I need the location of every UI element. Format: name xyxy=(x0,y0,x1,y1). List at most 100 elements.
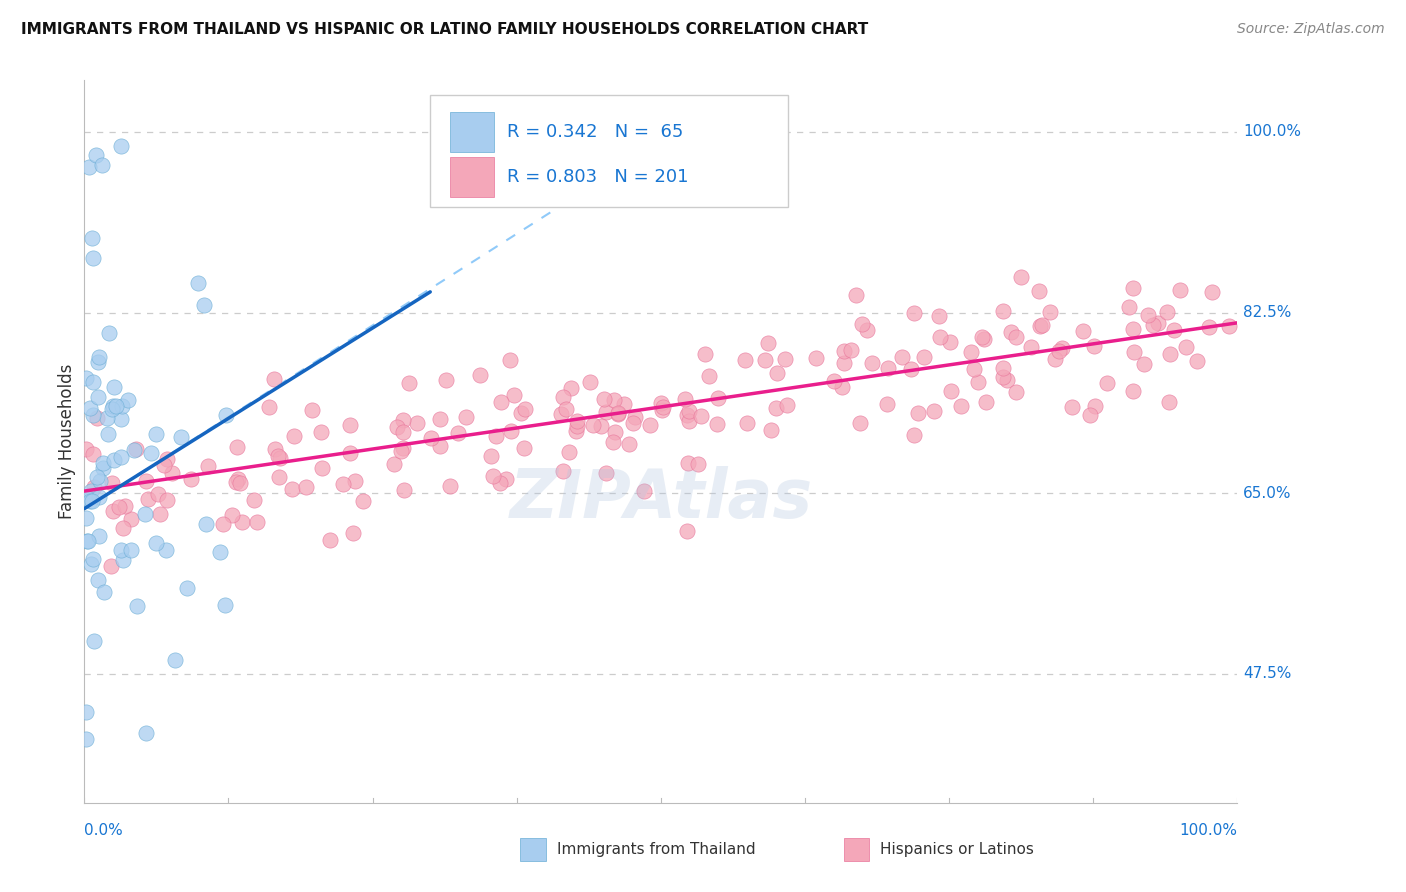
Point xyxy=(405,416,427,430)
Point xyxy=(499,353,522,368)
Point xyxy=(392,425,415,440)
Point xyxy=(339,417,361,432)
Point xyxy=(595,466,617,480)
Point xyxy=(831,380,853,394)
Point xyxy=(560,381,582,395)
Point xyxy=(860,356,883,370)
Point xyxy=(246,515,269,529)
Point xyxy=(1000,325,1022,339)
Point xyxy=(87,573,110,587)
Point xyxy=(135,726,157,740)
Point xyxy=(491,395,513,409)
Point xyxy=(891,350,914,364)
Point xyxy=(650,396,672,410)
Y-axis label: Family Households: Family Households xyxy=(58,364,76,519)
Point xyxy=(180,472,202,486)
Point xyxy=(638,418,661,433)
Point xyxy=(319,533,342,547)
Point xyxy=(876,397,898,411)
Point xyxy=(170,430,193,444)
Text: 100.0%: 100.0% xyxy=(1180,823,1237,838)
Point xyxy=(676,408,699,422)
Point xyxy=(558,445,581,459)
Point xyxy=(100,559,122,574)
Point xyxy=(91,457,114,471)
Point xyxy=(1047,344,1070,359)
Point xyxy=(512,441,534,455)
Point xyxy=(75,731,97,746)
Point xyxy=(96,411,118,425)
Point xyxy=(849,417,872,431)
Point xyxy=(928,310,950,324)
Point xyxy=(1028,285,1050,299)
Point xyxy=(110,450,132,465)
Point xyxy=(695,347,717,361)
Point xyxy=(311,461,333,475)
Point xyxy=(209,545,232,559)
Point xyxy=(110,139,132,153)
Point xyxy=(231,515,253,529)
Point xyxy=(91,158,114,172)
Point xyxy=(1004,330,1026,344)
Point xyxy=(734,353,756,368)
Point xyxy=(589,419,612,434)
Point xyxy=(1031,318,1053,333)
Point xyxy=(963,362,986,376)
Point xyxy=(907,406,929,420)
Point xyxy=(489,476,512,491)
Point xyxy=(187,277,209,291)
Point xyxy=(82,447,104,461)
Point xyxy=(269,469,291,483)
Point xyxy=(434,373,457,387)
Point xyxy=(86,390,108,404)
Point xyxy=(75,442,97,456)
Point xyxy=(264,442,287,457)
Point xyxy=(1043,352,1066,367)
Point xyxy=(602,435,624,450)
Point xyxy=(76,491,98,506)
Point xyxy=(86,147,108,161)
Point xyxy=(105,399,128,413)
Point xyxy=(991,370,1014,384)
Point xyxy=(103,453,125,467)
Point xyxy=(633,484,655,499)
Point xyxy=(966,375,988,389)
Point xyxy=(974,394,997,409)
Point xyxy=(776,398,799,412)
Point xyxy=(391,442,413,456)
Point xyxy=(1071,324,1094,338)
Point xyxy=(111,553,134,567)
FancyBboxPatch shape xyxy=(430,95,787,207)
Point xyxy=(1122,281,1144,295)
Point xyxy=(139,446,162,460)
Point xyxy=(550,407,572,421)
Point xyxy=(82,251,104,265)
Point xyxy=(688,458,710,472)
Point xyxy=(676,456,699,470)
Point xyxy=(134,507,156,521)
Point xyxy=(225,475,247,489)
Point xyxy=(651,403,673,417)
Point xyxy=(1097,376,1119,390)
Point xyxy=(706,417,728,431)
Point xyxy=(392,413,415,427)
Point xyxy=(86,411,108,425)
Point xyxy=(834,344,856,359)
Point xyxy=(387,420,409,434)
Text: 100.0%: 100.0% xyxy=(1243,124,1301,139)
Point xyxy=(155,492,177,507)
Point xyxy=(91,461,114,475)
Point xyxy=(928,330,950,344)
Point xyxy=(1011,270,1033,285)
Point xyxy=(342,526,364,541)
Point xyxy=(194,517,217,532)
Point xyxy=(103,399,125,413)
Point xyxy=(295,480,318,494)
Point xyxy=(153,458,176,473)
Point xyxy=(623,410,645,425)
Point xyxy=(75,705,97,719)
Point xyxy=(165,653,187,667)
Point xyxy=(111,399,134,413)
Point xyxy=(82,230,104,244)
Point xyxy=(103,380,125,394)
